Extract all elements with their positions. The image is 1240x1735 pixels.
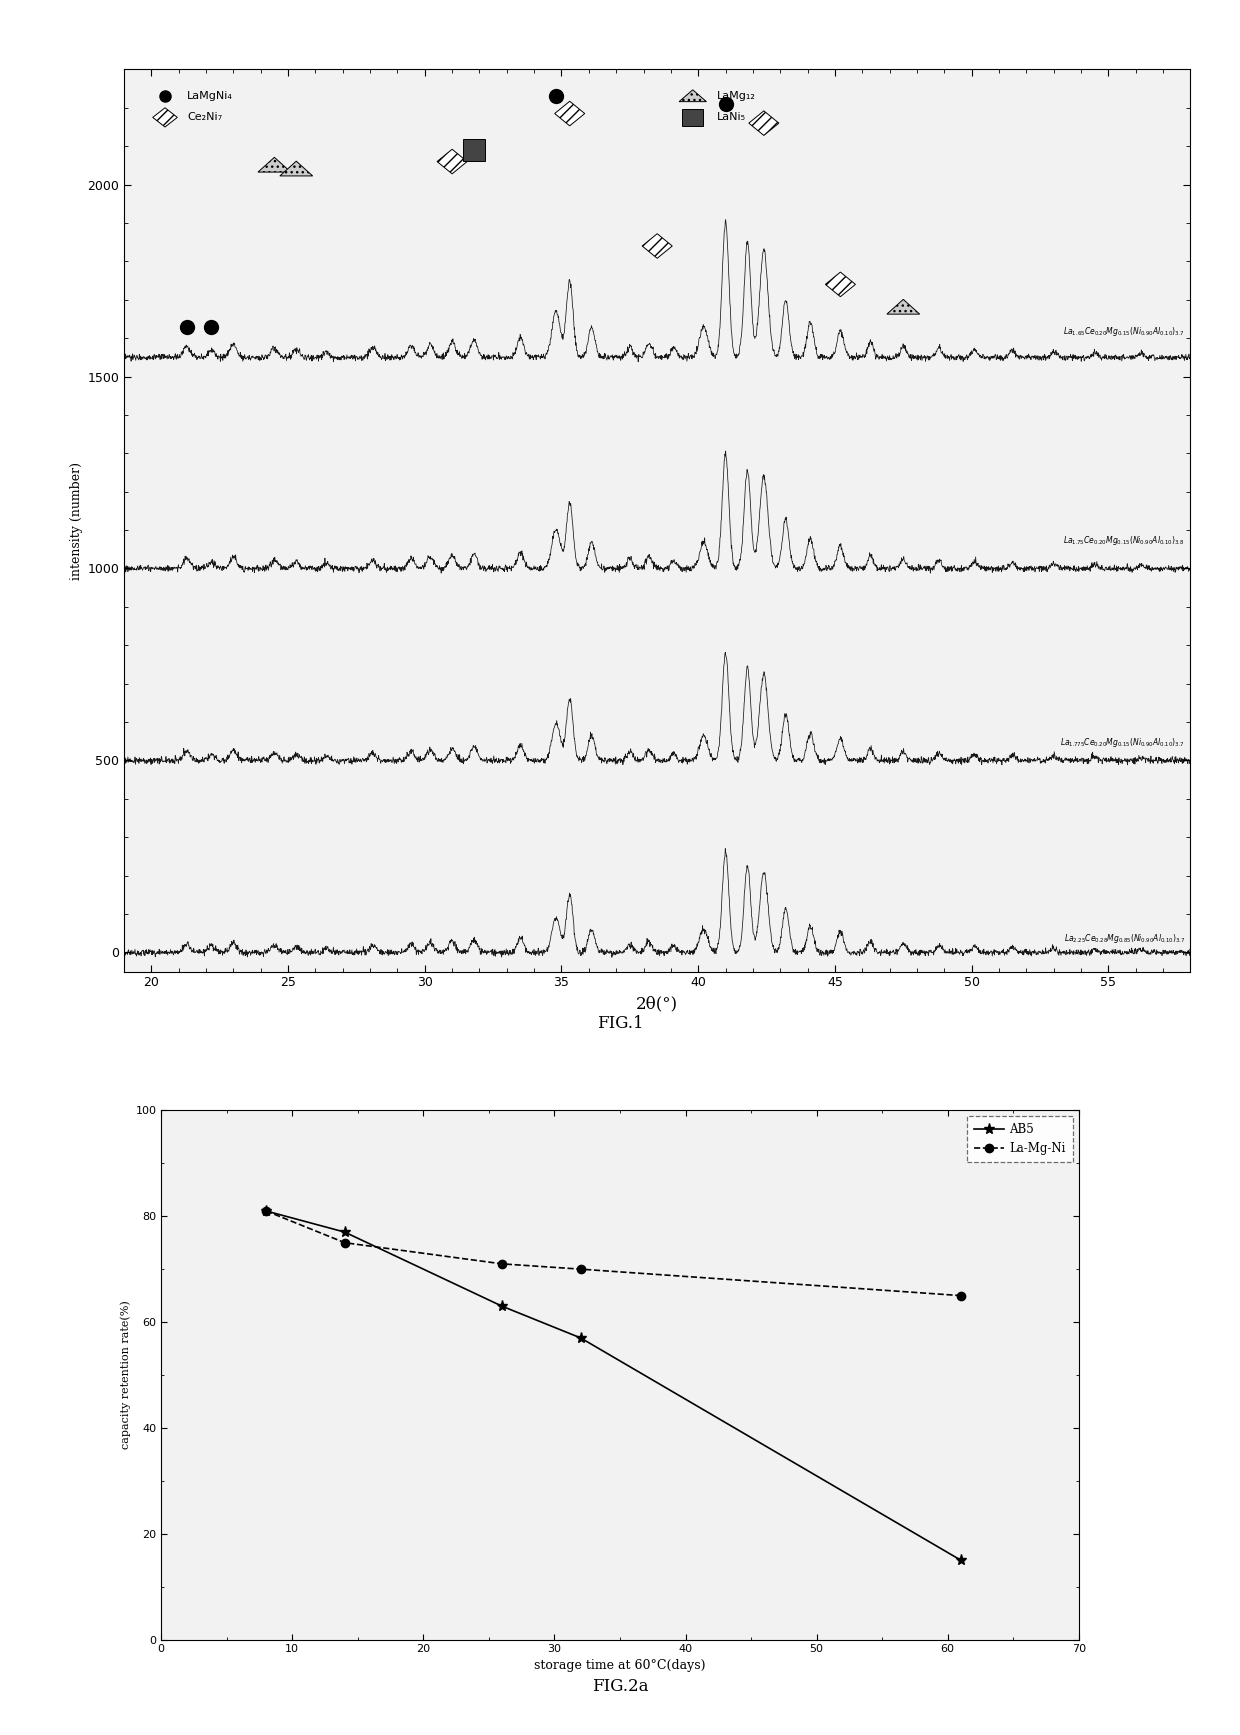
Y-axis label: capacity retention rate(%): capacity retention rate(%) <box>120 1301 131 1449</box>
Text: Ce₂Ni₇: Ce₂Ni₇ <box>187 113 222 123</box>
La-Mg-Ni <box>259 1201 274 1221</box>
Text: $La_{1.775}Ce_{0.20}Mg_{0.15}(Ni_{0.90}Al_{0.10})_{3.7}$: $La_{1.775}Ce_{0.20}Mg_{0.15}(Ni_{0.90}A… <box>1060 736 1185 750</box>
Legend: AB5, La-Mg-Ni: AB5, La-Mg-Ni <box>967 1116 1073 1162</box>
Text: FIG.2a: FIG.2a <box>591 1678 649 1695</box>
AB5 <box>337 1221 352 1242</box>
Text: LaMgNi₄: LaMgNi₄ <box>187 92 233 101</box>
Polygon shape <box>826 272 856 297</box>
Polygon shape <box>554 101 585 127</box>
Polygon shape <box>153 108 177 127</box>
Polygon shape <box>682 109 703 127</box>
AB5 <box>259 1201 274 1221</box>
X-axis label: storage time at 60°C(days): storage time at 60°C(days) <box>534 1659 706 1671</box>
Text: $La_{2.25}Ce_{0.28}Mg_{0.85}(Ni_{0.90}Al_{0.10})_{3.7}$: $La_{2.25}Ce_{0.28}Mg_{0.85}(Ni_{0.90}Al… <box>1064 932 1185 946</box>
Polygon shape <box>436 149 467 174</box>
Text: $La_{1.75}Ce_{0.20}Mg_{0.15}(Ni_{0.90}Al_{0.10})_{3.8}$: $La_{1.75}Ce_{0.20}Mg_{0.15}(Ni_{0.90}Al… <box>1064 534 1185 547</box>
Y-axis label: intensity (number): intensity (number) <box>71 462 83 579</box>
Polygon shape <box>680 90 707 102</box>
La-Mg-Ni <box>337 1232 352 1253</box>
La-Mg-Ni <box>954 1286 968 1306</box>
Polygon shape <box>642 234 672 259</box>
Polygon shape <box>887 300 920 314</box>
Text: LaMg₁₂: LaMg₁₂ <box>718 92 756 101</box>
AB5 <box>954 1549 968 1570</box>
Polygon shape <box>258 158 291 172</box>
X-axis label: 2θ(°): 2θ(°) <box>636 994 678 1012</box>
AB5 <box>495 1296 510 1317</box>
Polygon shape <box>463 139 485 161</box>
La-Mg-Ni <box>573 1260 588 1280</box>
Text: $La_{1.65}Ce_{0.20}Mg_{0.15}(Ni_{0.90}Al_{0.10})_{3.7}$: $La_{1.65}Ce_{0.20}Mg_{0.15}(Ni_{0.90}Al… <box>1064 324 1185 338</box>
Line: La-Mg-Ni: La-Mg-Ni <box>262 1208 965 1300</box>
La-Mg-Ni <box>495 1253 510 1273</box>
Polygon shape <box>749 111 779 135</box>
Polygon shape <box>280 161 312 175</box>
AB5 <box>573 1327 588 1348</box>
Text: FIG.1: FIG.1 <box>596 1015 644 1032</box>
Line: AB5: AB5 <box>260 1206 966 1565</box>
Text: LaNi₅: LaNi₅ <box>718 113 746 123</box>
